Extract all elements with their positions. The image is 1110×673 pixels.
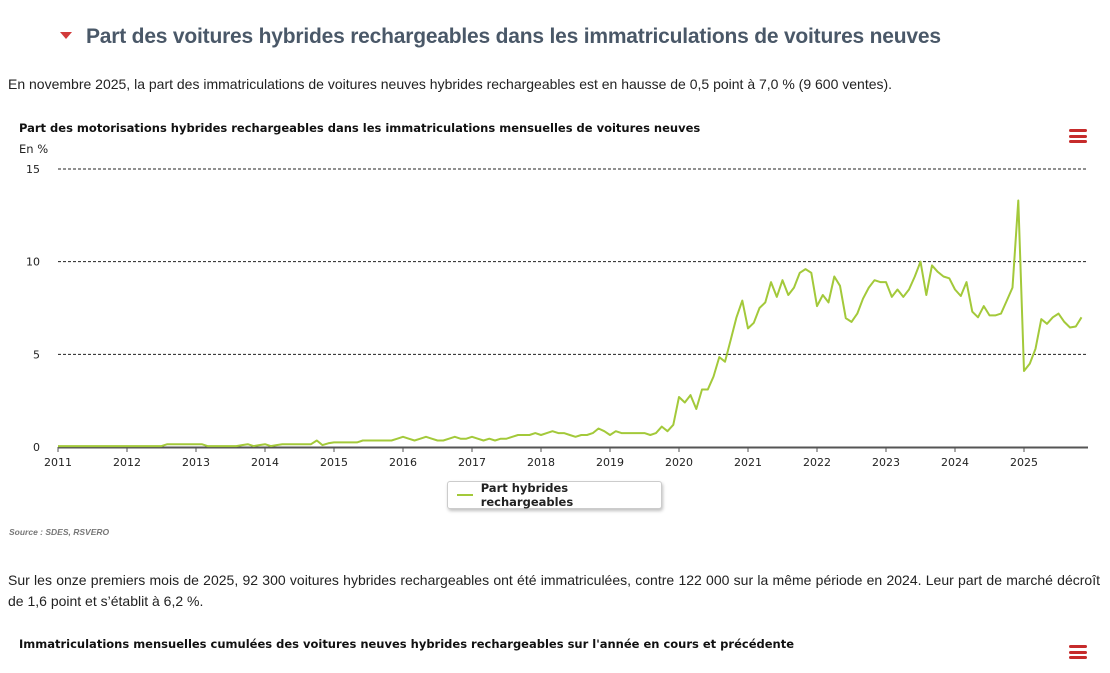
chart2-title: Immatriculations mensuelles cumulées des… — [19, 637, 795, 651]
chart-source: Source : SDES, RSVERO — [9, 527, 110, 537]
y-tick-label: 0 — [33, 441, 40, 454]
x-tick-label: 2011 — [44, 456, 72, 469]
chart-menu-button[interactable] — [1069, 129, 1087, 143]
x-tick-label: 2014 — [251, 456, 279, 469]
hamburger-menu-icon — [1069, 650, 1087, 654]
hamburger-menu-icon — [1069, 656, 1087, 659]
y-tick-label: 10 — [26, 256, 40, 269]
y-tick-label: 15 — [26, 163, 40, 176]
chart-title: Part des motorisations hybrides recharge… — [19, 121, 701, 135]
collapse-caret-icon[interactable] — [60, 32, 72, 39]
x-tick-label: 2012 — [113, 456, 141, 469]
x-tick-label: 2025 — [1010, 456, 1038, 469]
intro-paragraph: En novembre 2025, la part des immatricul… — [8, 76, 893, 92]
x-tick-label: 2013 — [182, 456, 210, 469]
x-tick-label: 2021 — [734, 456, 762, 469]
y-tick-label: 5 — [33, 348, 40, 361]
x-tick-label: 2022 — [803, 456, 831, 469]
legend-item-part-hybrides[interactable]: Part hybrides rechargeables — [447, 481, 662, 509]
legend-swatch — [457, 494, 473, 496]
hamburger-menu-icon — [1069, 140, 1087, 143]
x-tick-label: 2023 — [872, 456, 900, 469]
section-title[interactable]: Part des voitures hybrides rechargeables… — [86, 25, 941, 48]
chart2-menu-button[interactable] — [1069, 645, 1087, 659]
x-tick-label: 2017 — [458, 456, 486, 469]
summary-paragraph: Sur les onze premiers mois de 2025, 92 3… — [8, 572, 1100, 609]
series-line-part-hybrides — [58, 199, 1083, 448]
x-tick-label: 2019 — [596, 456, 624, 469]
x-tick-label: 2018 — [527, 456, 555, 469]
x-tick-label: 2016 — [389, 456, 417, 469]
hamburger-menu-icon — [1069, 645, 1087, 648]
x-tick-label: 2024 — [941, 456, 969, 469]
hamburger-menu-icon — [1069, 129, 1087, 132]
legend-label: Part hybrides rechargeables — [480, 481, 574, 509]
hamburger-menu-icon — [1069, 134, 1087, 138]
y-axis-unit-label: En % — [19, 142, 49, 156]
x-tick-label: 2020 — [665, 456, 693, 469]
x-tick-label: 2015 — [320, 456, 348, 469]
line-chart: 0 5 10 15 2011 2012 2013 2014 2015 2016 2017 2018 2… — [26, 163, 1088, 469]
